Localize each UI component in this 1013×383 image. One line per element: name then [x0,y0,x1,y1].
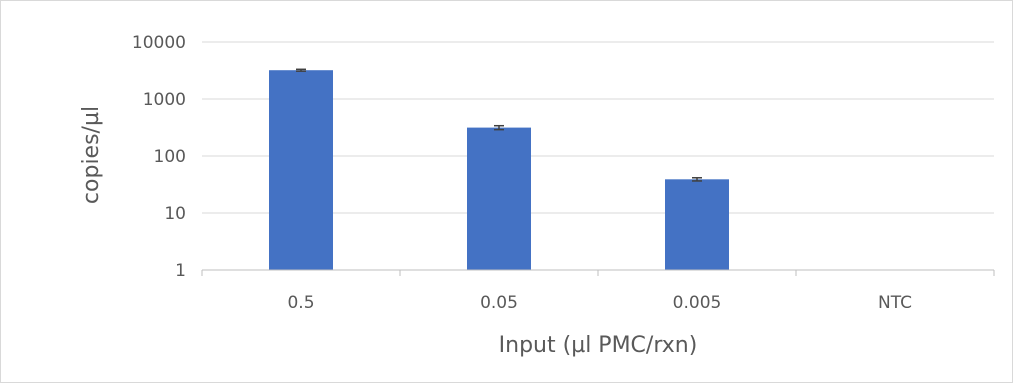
x-tick-label: 0.005 [673,293,722,313]
bar [269,70,333,270]
error-bars [296,68,702,182]
bars [269,70,729,270]
y-tick-label: 100 [154,147,186,167]
y-tick-label: 1 [175,261,186,281]
y-axis-title: copies/µl [79,106,104,204]
y-tick-labels: 1 10 100 1000 10000 [132,33,186,281]
y-tick-label: 10000 [132,33,186,53]
y-tick-label: 10 [164,204,186,224]
bar [665,179,729,270]
gridlines [202,41,994,214]
x-axis [201,269,995,276]
x-tick-label: 0.05 [480,293,518,313]
x-tick-labels: 0.5 0.05 0.005 NTC [287,293,912,313]
x-axis-title: Input (µl PMC/rxn) [499,333,698,358]
bar [467,127,531,270]
y-tick-label: 1000 [143,90,186,110]
x-tick-label: 0.5 [287,293,314,313]
x-tick-label: NTC [878,293,912,313]
